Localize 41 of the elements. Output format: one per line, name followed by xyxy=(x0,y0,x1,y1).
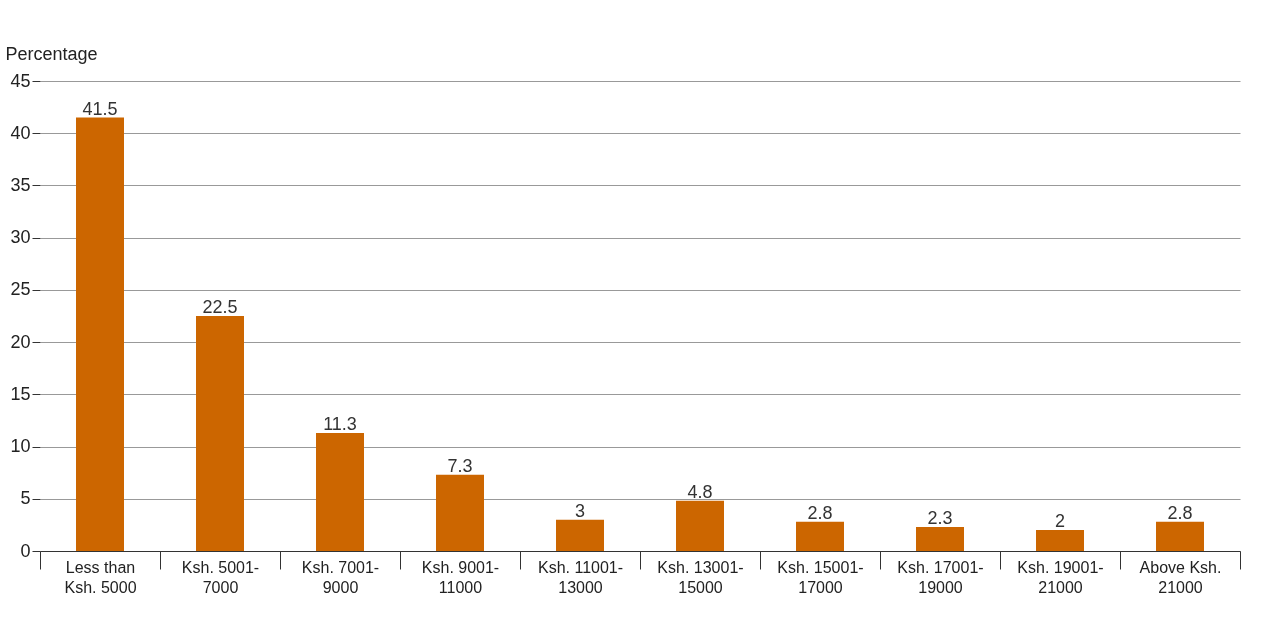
data-label: 4.8 xyxy=(687,481,713,502)
bar xyxy=(796,521,844,551)
y-tick-label: 30 xyxy=(10,227,31,248)
bar xyxy=(316,432,364,551)
y-tick-label: 10 xyxy=(10,436,31,457)
x-tick-label: Ksh. 5001-7000 xyxy=(181,558,260,596)
data-label: 2.8 xyxy=(1167,502,1193,523)
y-tick-label: 0 xyxy=(20,540,31,561)
y-axis-title: Percentage xyxy=(5,43,98,64)
bar xyxy=(556,519,604,551)
x-tick-label: Ksh. 19001-21000 xyxy=(1017,558,1104,596)
x-tick-label: Less than Ksh. 5000 xyxy=(64,558,137,596)
y-tick-label: 15 xyxy=(10,383,31,404)
y-tick-label: 35 xyxy=(10,174,31,195)
bar xyxy=(196,316,244,551)
y-tick-label: 45 xyxy=(10,70,31,91)
x-tick-label: Above Ksh. 21000 xyxy=(1139,558,1222,596)
x-tick-label: Ksh. 7001-9000 xyxy=(301,558,380,596)
bar xyxy=(76,117,124,551)
bar xyxy=(676,500,724,551)
data-label: 3 xyxy=(574,500,586,521)
bar xyxy=(436,474,484,551)
bar xyxy=(1156,521,1204,551)
bar xyxy=(1036,530,1084,551)
data-label: 7.3 xyxy=(447,455,473,476)
x-tick-label: Ksh. 15001-17000 xyxy=(777,558,864,596)
data-label: 2 xyxy=(1054,511,1066,532)
y-tick-label: 5 xyxy=(20,488,31,509)
x-tick-label: Ksh. 13001-15000 xyxy=(657,558,744,596)
data-label: 2.8 xyxy=(807,502,833,523)
x-tick-label: Ksh. 9001-11000 xyxy=(421,558,500,596)
x-tick-label: Ksh. 11001-13000 xyxy=(537,558,624,596)
y-tick-label: 25 xyxy=(10,279,31,300)
data-label: 22.5 xyxy=(202,297,238,317)
y-tick-label: 20 xyxy=(10,331,31,352)
data-label: 2.3 xyxy=(927,507,953,528)
data-label: 41.5 xyxy=(82,98,118,119)
data-label: 11.3 xyxy=(323,413,357,434)
bar xyxy=(916,526,964,551)
y-tick-label: 40 xyxy=(10,122,31,143)
x-tick-label: Ksh. 17001-19000 xyxy=(897,558,984,596)
